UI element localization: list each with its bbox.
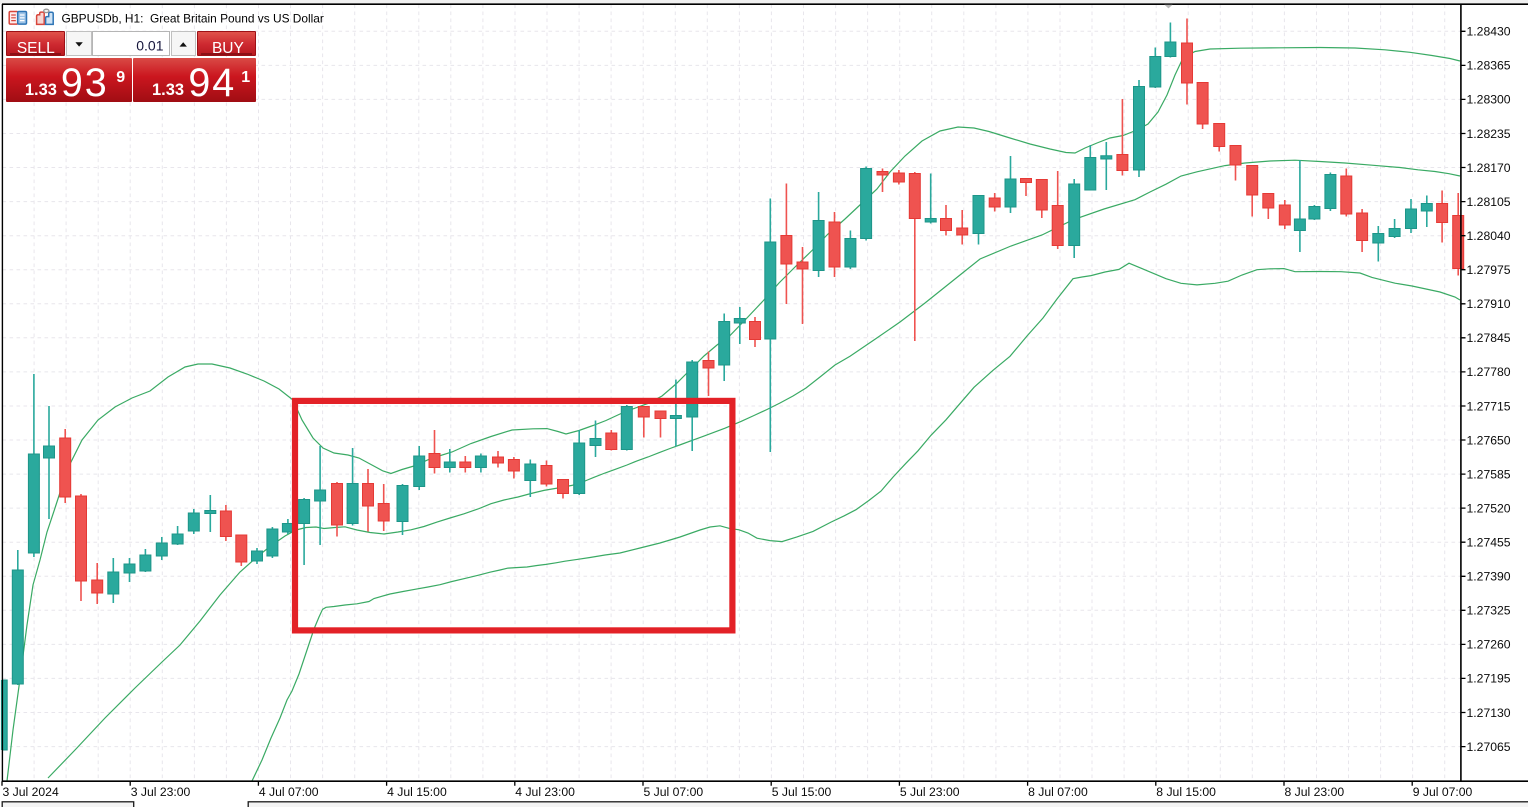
svg-text:0.01: 0.01 [136,37,163,53]
svg-text:1.28365: 1.28365 [1467,59,1511,73]
svg-text:8 Jul 07:00: 8 Jul 07:00 [1028,785,1088,799]
svg-text:1.27780: 1.27780 [1467,365,1511,379]
svg-text:1.28105: 1.28105 [1467,195,1511,209]
svg-text:1.28235: 1.28235 [1467,127,1511,141]
svg-text:1.27975: 1.27975 [1467,263,1511,277]
svg-text:3 Jul 2024: 3 Jul 2024 [3,785,59,799]
svg-text:3 Jul 23:00: 3 Jul 23:00 [131,785,191,799]
svg-text:1.27195: 1.27195 [1467,672,1511,686]
svg-text:BUY: BUY [212,40,244,57]
svg-text:1.33: 1.33 [152,81,184,99]
svg-text:8 Jul 15:00: 8 Jul 15:00 [1156,785,1216,799]
svg-text:SELL: SELL [17,40,55,57]
svg-text:93: 93 [61,61,109,105]
svg-text:5 Jul 15:00: 5 Jul 15:00 [772,785,832,799]
svg-text:1.27325: 1.27325 [1467,604,1511,618]
svg-text:1.28300: 1.28300 [1467,93,1511,107]
svg-text:4 Jul 15:00: 4 Jul 15:00 [387,785,447,799]
svg-text:1.27130: 1.27130 [1467,706,1511,720]
svg-text:1.27065: 1.27065 [1467,740,1511,754]
svg-text:1.28040: 1.28040 [1467,229,1511,243]
svg-text:1.27260: 1.27260 [1467,638,1511,652]
svg-text:1.27910: 1.27910 [1467,297,1511,311]
svg-text:4 Jul 23:00: 4 Jul 23:00 [515,785,575,799]
svg-text:1.27520: 1.27520 [1467,501,1511,515]
svg-text:1.27585: 1.27585 [1467,467,1511,481]
svg-text:5 Jul 07:00: 5 Jul 07:00 [644,785,704,799]
svg-text:94: 94 [188,61,236,105]
svg-text:5 Jul 23:00: 5 Jul 23:00 [900,785,960,799]
svg-text:4 Jul 07:00: 4 Jul 07:00 [259,785,319,799]
svg-text:9: 9 [116,69,125,86]
svg-text:1.27390: 1.27390 [1467,570,1511,584]
svg-text:1.27715: 1.27715 [1467,399,1511,413]
svg-text:1.27845: 1.27845 [1467,331,1511,345]
svg-text:1.33: 1.33 [25,81,57,99]
svg-text:1.28430: 1.28430 [1467,25,1511,39]
svg-text:8 Jul 23:00: 8 Jul 23:00 [1285,785,1345,799]
svg-text:1: 1 [241,69,250,86]
svg-text:1.28170: 1.28170 [1467,161,1511,175]
svg-text:9 Jul 07:00: 9 Jul 07:00 [1413,785,1473,799]
svg-text:1.27455: 1.27455 [1467,536,1511,550]
svg-text:1.27650: 1.27650 [1467,433,1511,447]
svg-text:GBPUSDb, H1: Great Britain Po: GBPUSDb, H1: Great Britain Pound vs US D… [62,11,324,25]
